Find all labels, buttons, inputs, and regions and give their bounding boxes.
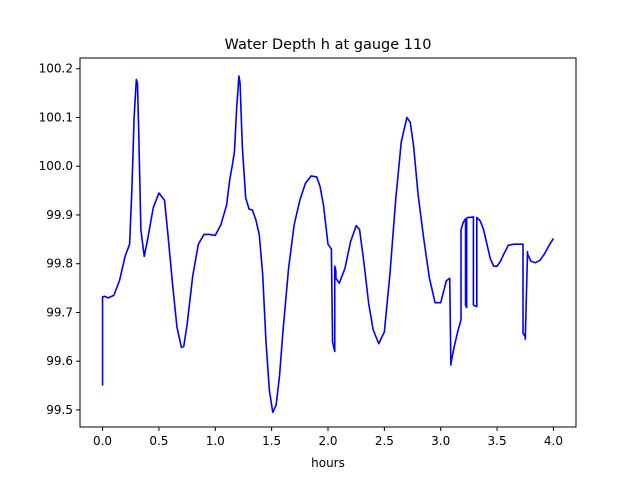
x-tick-label: 2.0: [318, 434, 337, 448]
x-tick-label: 1.0: [206, 434, 225, 448]
y-tick-label: 99.5: [46, 403, 73, 417]
y-tick-label: 100.1: [39, 110, 73, 124]
x-tick-label: 2.5: [375, 434, 394, 448]
y-tick-label: 100.0: [39, 159, 73, 173]
y-tick-label: 99.8: [46, 257, 73, 271]
y-tick-label: 99.9: [46, 208, 73, 222]
series-line-0: [101, 75, 555, 414]
x-tick-label: 4.0: [544, 434, 563, 448]
x-axis-ticks: 0.0 0.5 1.0 1.5 2.0 2.5 3.0 3.5 4.0: [93, 427, 563, 448]
y-tick-label: 99.6: [46, 354, 73, 368]
chart-title: Water Depth h at gauge 110: [225, 37, 432, 53]
y-axis-ticks: 99.5 99.6 99.7 99.8 99.9 100.0 100.1 100.2: [39, 62, 80, 417]
x-tick-label: 0.5: [149, 434, 168, 448]
x-axis-label: hours: [311, 456, 345, 470]
y-tick-label: 99.7: [46, 305, 73, 319]
x-tick-label: 3.0: [431, 434, 450, 448]
series-layer: [101, 75, 555, 414]
x-tick-label: 1.5: [262, 434, 281, 448]
x-tick-label: 3.5: [488, 434, 507, 448]
x-tick-label: 0.0: [93, 434, 112, 448]
y-tick-label: 100.2: [39, 62, 73, 76]
